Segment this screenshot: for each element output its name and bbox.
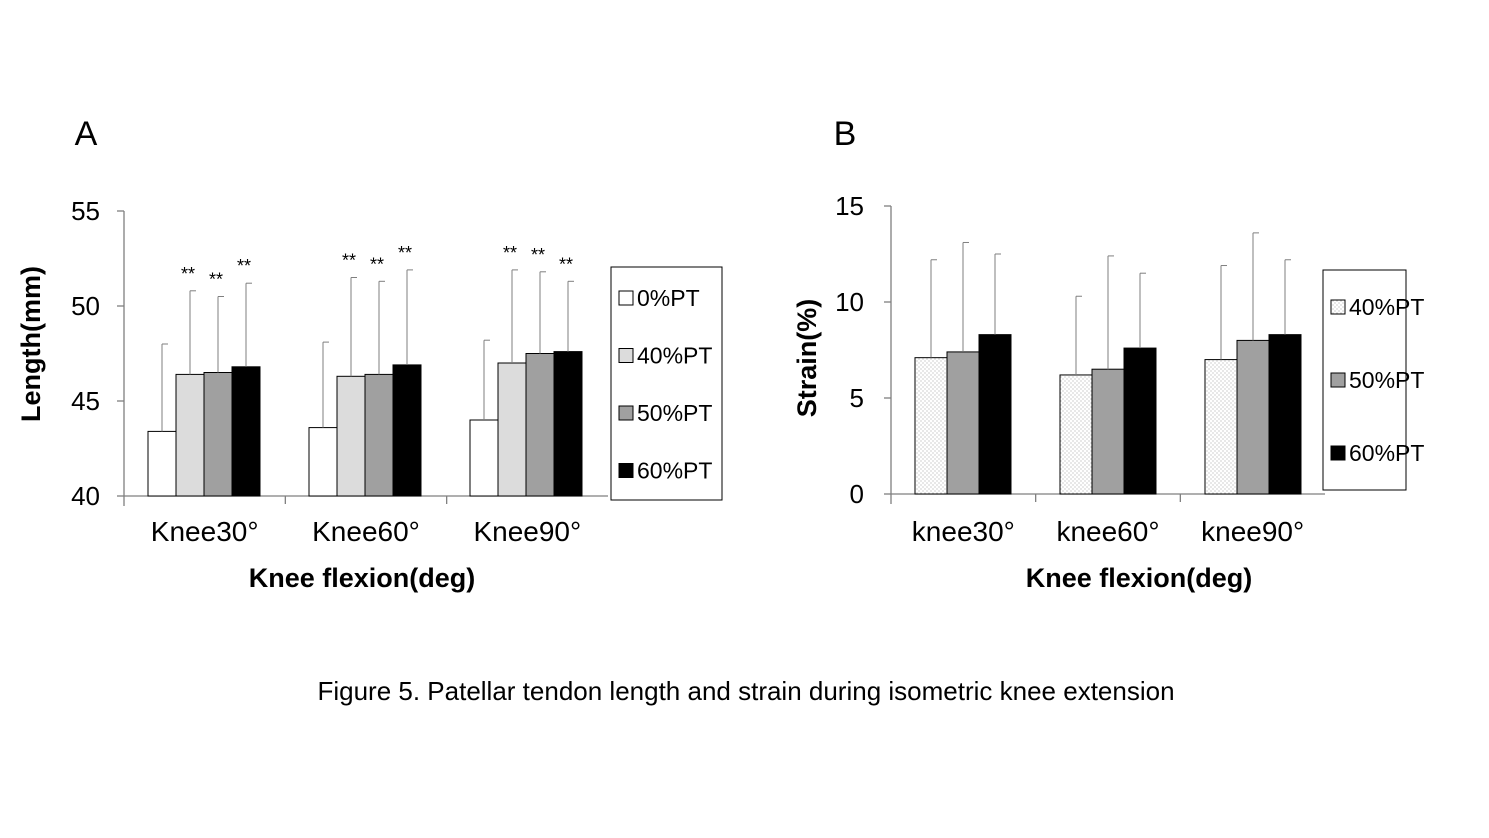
y-tick-label: 50 [71, 291, 100, 321]
bar [336, 375, 366, 497]
bar [946, 351, 980, 495]
bar [914, 357, 948, 495]
legend-swatch [1330, 445, 1346, 461]
legend-box [610, 266, 723, 501]
bar [1236, 339, 1270, 495]
legend-swatch [1330, 372, 1346, 388]
y-axis-title: Strain(%) [792, 299, 822, 418]
bar [147, 430, 177, 497]
legend-label: 50%PT [637, 400, 712, 426]
legend-swatch [618, 405, 634, 421]
significance-marker: ** [237, 256, 251, 276]
bar [203, 372, 233, 497]
significance-marker: ** [398, 243, 412, 263]
legend-label: 0%PT [637, 285, 700, 311]
legend-swatch [618, 290, 634, 306]
bar [525, 353, 555, 497]
figure-caption: Figure 5. Patellar tendon length and str… [317, 676, 1174, 706]
y-tick-label: 15 [835, 191, 864, 221]
panel-b-strain-chart: B 0 5 10 15 knee30° knee60° knee90° Knee flexion… [792, 115, 1424, 593]
bar [1091, 368, 1125, 495]
bar [175, 373, 205, 497]
y-tick-label: 55 [71, 196, 100, 226]
panel-a-length-chart: A 40 45 50 55 ** ** ** ** ** ** ** ** ** Knee30° Knee60… [16, 115, 723, 593]
legend-swatch [618, 348, 634, 363]
legend-label: 40%PT [1349, 294, 1424, 320]
x-category-label: knee30° [912, 516, 1015, 547]
legend-swatch [1330, 299, 1346, 315]
x-category-label: Knee60° [312, 516, 420, 547]
x-axis-title: Knee flexion(deg) [1026, 563, 1253, 593]
x-category-label: Knee90° [473, 516, 581, 547]
legend-label: 50%PT [1349, 367, 1424, 393]
significance-marker: ** [370, 254, 384, 274]
bar [469, 419, 499, 497]
bar [231, 366, 261, 497]
bar [308, 427, 338, 497]
x-category-label: knee60° [1056, 516, 1159, 547]
y-tick-label: 0 [850, 479, 864, 509]
bar [497, 362, 527, 497]
panel-letter: B [834, 115, 857, 153]
y-tick-label: 45 [71, 386, 100, 416]
significance-marker: ** [342, 251, 356, 271]
significance-marker: ** [531, 245, 545, 265]
bar [1059, 374, 1093, 495]
y-tick-label: 10 [835, 287, 864, 317]
legend-label: 40%PT [637, 343, 712, 369]
significance-marker: ** [559, 254, 573, 274]
bar [392, 364, 422, 497]
significance-marker: ** [503, 243, 517, 263]
bar [364, 373, 394, 497]
bar [1204, 359, 1238, 495]
bar [1123, 347, 1157, 495]
panel-letter: A [75, 115, 98, 153]
legend-swatch [618, 463, 634, 478]
bar [553, 351, 583, 497]
y-tick-label: 40 [71, 481, 100, 511]
x-axis-title: Knee flexion(deg) [249, 563, 476, 593]
legend-label: 60%PT [637, 458, 712, 484]
bar [978, 334, 1012, 495]
y-tick-label: 5 [850, 383, 864, 413]
x-category-label: knee90° [1201, 516, 1304, 547]
legend-label: 60%PT [1349, 440, 1424, 466]
y-axis-title: Length(mm) [16, 266, 46, 422]
bar [1268, 334, 1302, 495]
significance-marker: ** [181, 264, 195, 284]
x-category-label: Knee30° [151, 516, 259, 547]
significance-marker: ** [209, 270, 223, 290]
